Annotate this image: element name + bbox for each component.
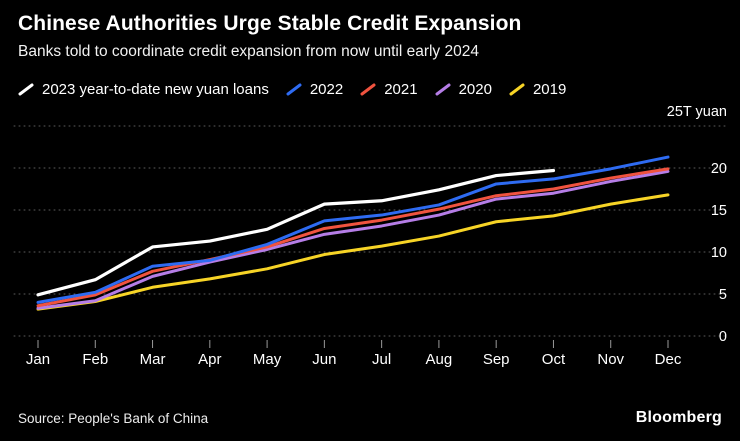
chart-title: Chinese Authorities Urge Stable Credit E… [18,12,522,35]
x-tick-label: Sep [483,351,510,368]
chart-subtitle: Banks told to coordinate credit expansio… [18,43,479,60]
chart-footer: Source: People's Bank of China Bloomberg [0,395,740,441]
x-tick-label: Jul [372,351,391,368]
y-tick-label: 20 [711,161,727,177]
series-line-2023 [36,168,556,297]
y-axis-unit-label: 25T yuan [667,104,727,120]
legend-line-marker-icon [360,83,376,96]
x-tick-label: Dec [655,351,682,368]
x-tick-label: Jan [26,351,50,368]
legend-item-2021: 2021 [360,81,418,98]
line-chart: 0 5 10 15 20 25T yuan Jan Feb Mar Apr May Jun Jul Aug… [13,104,728,368]
chart-legend: 2023 year-to-date new yuan loans 2022 2021… [18,81,566,98]
legend-label: 2020 [458,81,492,98]
x-axis: Jan Feb Mar Apr May Jun Jul Aug Sep Oct Nov Dec [26,340,682,368]
series-line-2019 [36,193,670,311]
y-tick-label: 0 [719,329,727,345]
bloomberg-logo: Bloomberg [635,409,722,426]
y-tick-label: 15 [711,203,727,219]
legend-line-marker-icon [286,83,302,96]
legend-item-2020: 2020 [435,81,492,98]
legend-label: 2019 [532,81,567,98]
legend-item-2019: 2019 [509,81,566,98]
y-tick-label: 5 [719,287,727,303]
chart-header: Chinese Authorities Urge Stable Credit E… [18,12,722,61]
x-tick-label: Mar [140,351,166,368]
legend-item-2022: 2022 [286,81,343,98]
x-tick-label: Apr [198,351,221,368]
y-axis-labels: 0 5 10 15 20 25T yuan [667,104,727,345]
series-line-2021 [36,167,670,308]
gridlines [13,125,728,337]
legend-line-marker-icon [509,83,525,96]
x-tick-label: May [253,351,282,368]
x-tick-label: Feb [82,351,108,368]
source-note: Source: People's Bank of China [18,410,209,426]
legend-item-2023: 2023 year-to-date new yuan loans [18,81,269,98]
x-tick-label: Oct [542,351,566,368]
legend-label: 2022 [309,81,344,98]
x-tick-label: Jun [312,351,336,368]
series-line-2020 [36,169,670,310]
legend-label: 2023 year-to-date new yuan loans [42,81,269,98]
legend-label: 2021 [384,81,418,98]
x-tick-label: Aug [426,351,453,368]
series-line-2022 [36,155,670,304]
series-lines [36,155,670,311]
legend-line-marker-icon [18,83,34,96]
y-tick-label: 10 [711,245,727,261]
legend-line-marker-icon [435,83,451,96]
x-tick-label: Nov [597,351,624,368]
